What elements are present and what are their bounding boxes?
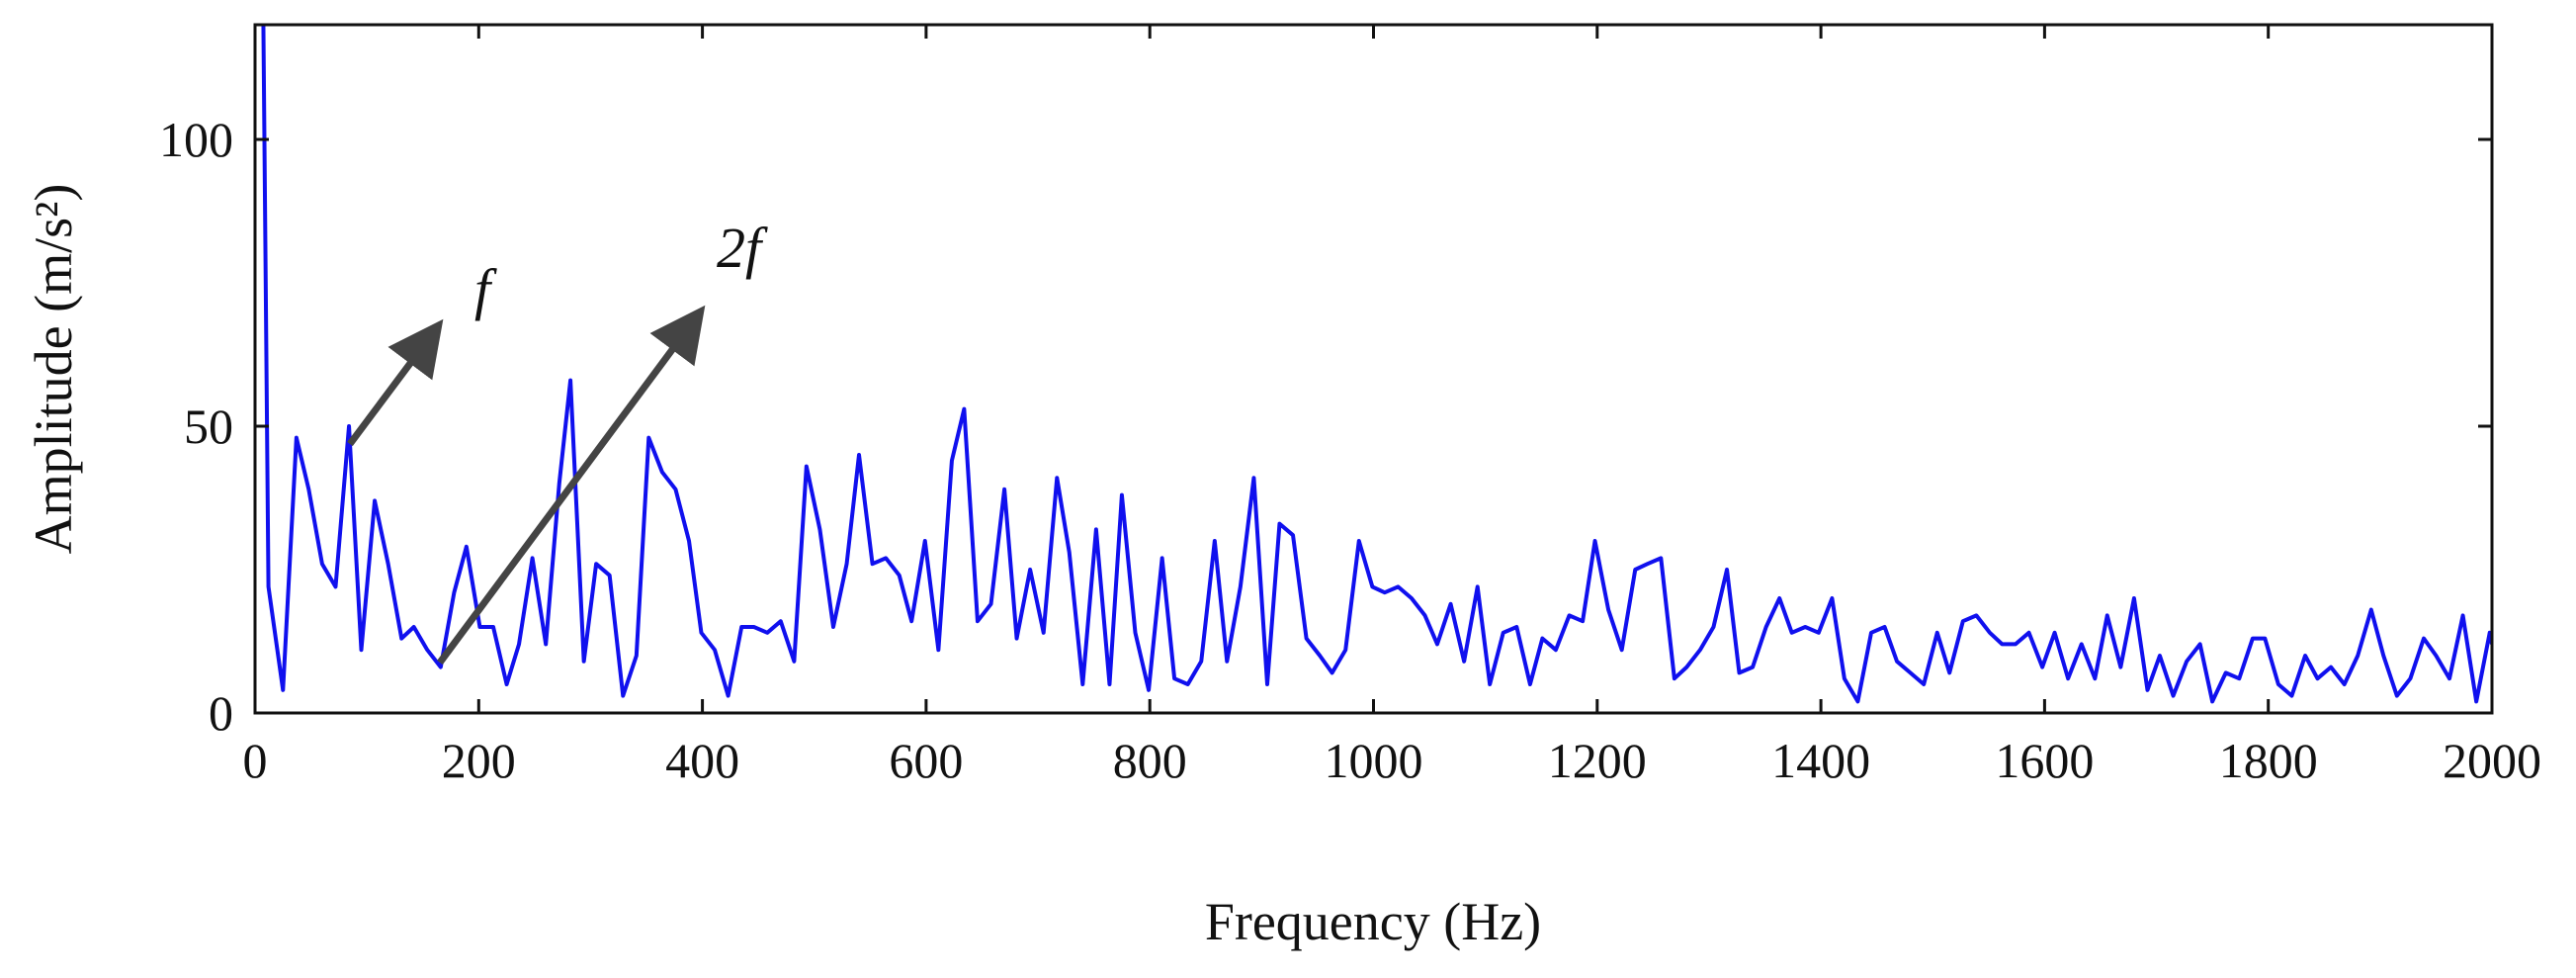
x-tick-label: 1000 bbox=[1325, 733, 1423, 788]
annotation-arrow bbox=[347, 318, 444, 447]
y-axis-label: Amplitude (m/s²) bbox=[24, 184, 83, 555]
x-tick-label: 600 bbox=[889, 733, 963, 788]
x-tick-label: 400 bbox=[665, 733, 739, 788]
annotation: f bbox=[474, 257, 497, 321]
x-tick-label: 1600 bbox=[1995, 733, 2094, 788]
data-line bbox=[261, 25, 2492, 704]
x-tick-label: 1400 bbox=[1771, 733, 1870, 788]
y-tick-label: 0 bbox=[209, 685, 233, 741]
x-tick-label: 800 bbox=[1113, 733, 1187, 788]
plot-area bbox=[261, 25, 2492, 704]
annotation: 2f bbox=[717, 216, 768, 280]
x-tick-label: 0 bbox=[243, 733, 268, 788]
x-tick-label: 2000 bbox=[2443, 733, 2541, 788]
x-tick-label: 200 bbox=[442, 733, 516, 788]
x-tick-label: 1800 bbox=[2219, 733, 2318, 788]
y-tick-label: 50 bbox=[184, 399, 233, 454]
x-axis-label: Frequency (Hz) bbox=[1205, 892, 1541, 951]
annotation-arrow bbox=[437, 305, 706, 666]
x-tick-label: 1200 bbox=[1548, 733, 1647, 788]
y-tick-label: 100 bbox=[159, 112, 233, 167]
